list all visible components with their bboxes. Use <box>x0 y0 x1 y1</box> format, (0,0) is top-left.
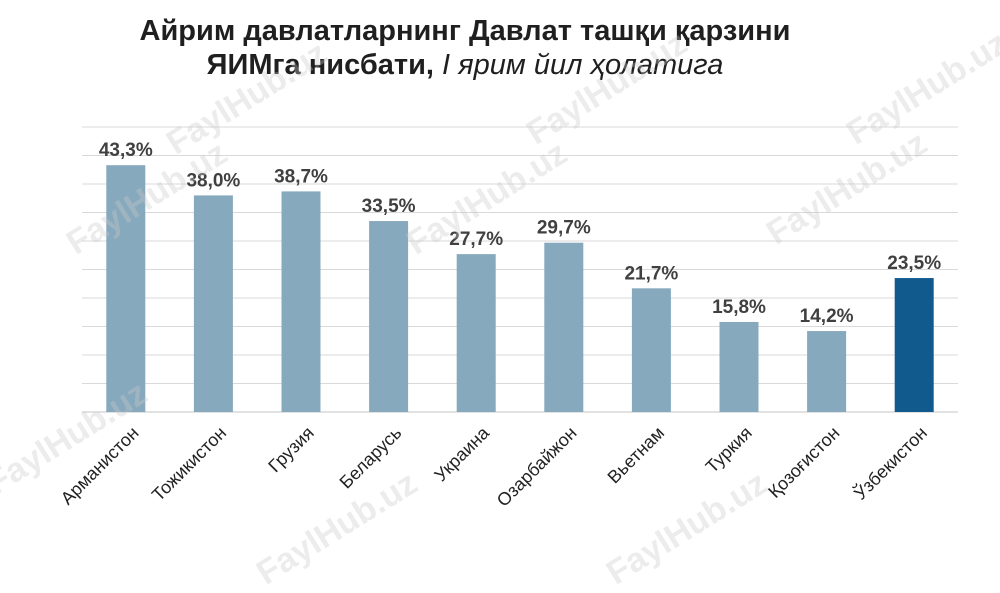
category-label: Арманистон <box>57 423 143 509</box>
category-label: Вьетнам <box>604 423 669 488</box>
bar <box>281 191 321 412</box>
bar-chart: 43,3% 38,0% 38,7% 33,5% 27,7% 29,7% 21,7% 15,8%… <box>57 126 958 511</box>
category-label: Украина <box>430 422 493 485</box>
category-label: Грузия <box>264 423 317 476</box>
bar-value-label: 29,7% <box>537 218 591 239</box>
category-label: Ўзбекистон <box>849 422 931 504</box>
bar <box>369 221 409 412</box>
bar-value-label: 21,7% <box>624 263 678 284</box>
category-label: Туркия <box>702 423 756 477</box>
bar <box>106 165 146 412</box>
bar-value-label: 23,5% <box>887 253 941 274</box>
category-label: Озарбайжон <box>493 423 581 511</box>
bars <box>106 165 934 412</box>
bar <box>193 195 233 412</box>
value-labels: 43,3% 38,0% 38,7% 33,5% 27,7% 29,7% 21,7% 15,8%… <box>99 140 941 327</box>
category-label: Қозоғистон <box>764 423 843 502</box>
bar <box>894 278 934 412</box>
bar <box>631 288 671 412</box>
title-line-1: Айрим давлатларнинг Давлат ташқи қарзини <box>139 15 791 47</box>
category-label: Тожикистон <box>148 423 230 505</box>
bar-value-label: 38,0% <box>186 170 240 191</box>
title-line-2-italic: I ярим йил ҳолатига <box>442 49 724 81</box>
category-labels: Арманистон Тожикистон Грузия Беларусь Украин… <box>57 422 931 511</box>
bar <box>807 331 847 412</box>
bar-value-label: 38,7% <box>274 166 328 187</box>
title-line-2-bold: ЯИМга нисбати, <box>206 49 443 81</box>
bar-value-label: 43,3% <box>99 140 153 161</box>
bar-value-label: 14,2% <box>800 306 854 327</box>
bar-value-label: 15,8% <box>712 297 766 318</box>
bar <box>544 242 584 412</box>
chart-title: Айрим давлатларнинг Давлат ташқи қарзини… <box>0 14 930 82</box>
title-line-2: ЯИМга нисбати, I ярим йил ҳолатига <box>0 48 930 82</box>
bar-value-label: 27,7% <box>449 229 503 250</box>
category-label: Беларусь <box>336 423 406 493</box>
bar <box>456 254 496 412</box>
bar-value-label: 33,5% <box>362 196 416 217</box>
bar <box>719 321 759 412</box>
